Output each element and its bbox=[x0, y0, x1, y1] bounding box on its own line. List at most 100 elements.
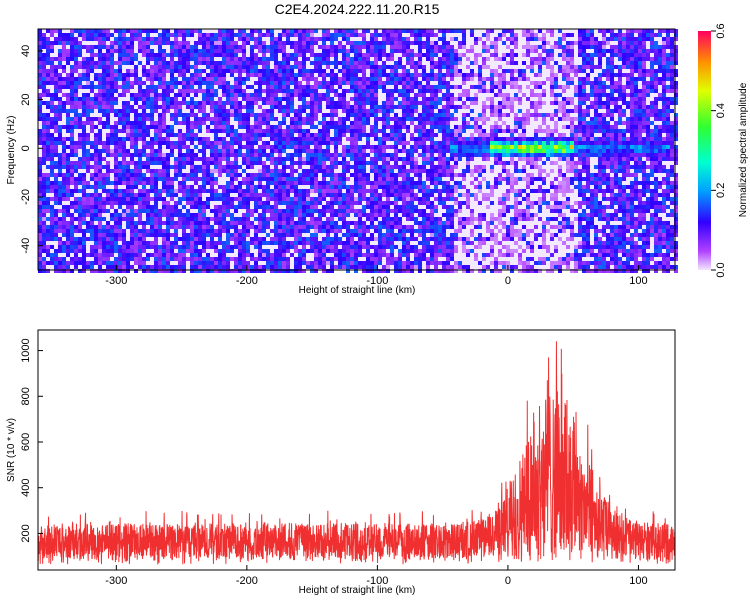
spectrogram-cell bbox=[294, 29, 298, 33]
spectrogram-cell bbox=[230, 101, 234, 105]
spectrogram-cell bbox=[174, 77, 178, 81]
spectrogram-cell bbox=[226, 33, 230, 37]
spectrogram-cell bbox=[426, 117, 430, 121]
spectrogram-cell bbox=[374, 41, 378, 45]
spectrogram-cell bbox=[298, 209, 302, 213]
spectrogram-cell bbox=[186, 149, 190, 153]
spectrogram-cell bbox=[266, 101, 270, 105]
spectrogram-cell bbox=[258, 253, 262, 257]
spectrogram-cell bbox=[54, 105, 58, 109]
spectrogram-cell bbox=[142, 101, 146, 105]
spectrogram-cell bbox=[386, 193, 390, 197]
spectrogram-cell bbox=[242, 93, 246, 97]
spectrogram-cell bbox=[58, 29, 62, 33]
spectrogram-cell bbox=[158, 261, 162, 265]
spectrogram-cell bbox=[170, 253, 174, 257]
spectrogram-cell bbox=[198, 117, 202, 121]
spectrogram-cell bbox=[94, 65, 98, 69]
spectrogram-cell bbox=[118, 49, 122, 53]
spectrogram-cell bbox=[78, 213, 82, 217]
spectrogram-cell bbox=[426, 113, 430, 117]
spectrogram-cell bbox=[298, 249, 302, 253]
spectrogram-cell bbox=[238, 217, 242, 221]
spectrogram-cell bbox=[386, 245, 390, 249]
spectrogram-cell bbox=[94, 237, 98, 241]
spectrogram-cell bbox=[230, 29, 234, 33]
spectrogram-cell bbox=[342, 105, 346, 109]
spectrogram-cell bbox=[270, 181, 274, 185]
spectrogram-cell bbox=[66, 33, 70, 37]
spectrogram-cell bbox=[346, 193, 350, 197]
spectrogram-cell bbox=[122, 49, 126, 53]
spectrogram-cell bbox=[242, 45, 246, 49]
spectrogram-cell bbox=[46, 253, 50, 257]
spectrogram-cell bbox=[154, 125, 158, 129]
spectrogram-cell bbox=[294, 45, 298, 49]
spectrogram-cell bbox=[250, 61, 254, 65]
spectrogram-cell bbox=[150, 89, 154, 93]
spectrogram-cell bbox=[206, 225, 210, 229]
spectrogram-cell bbox=[126, 189, 130, 193]
spectrogram-cell bbox=[314, 201, 318, 205]
spectrogram-cell bbox=[414, 129, 418, 133]
spectrogram-cell bbox=[230, 237, 234, 241]
spectrogram-cell bbox=[314, 41, 318, 45]
spectrogram-cell bbox=[242, 81, 246, 85]
spectrogram-cell bbox=[298, 93, 302, 97]
spectrogram-cell bbox=[350, 81, 354, 85]
spectrogram-cell bbox=[58, 81, 62, 85]
spectrogram-cell bbox=[322, 41, 326, 45]
spectrogram-cell bbox=[410, 137, 414, 141]
spectrogram-cell bbox=[386, 73, 390, 77]
spectrogram-cell bbox=[154, 129, 158, 133]
spectrogram-cell bbox=[230, 45, 234, 49]
spectrogram-cell bbox=[286, 217, 290, 221]
spectrogram-cell bbox=[42, 61, 46, 65]
spectrogram-cell bbox=[354, 69, 358, 73]
spectrogram-cell bbox=[138, 181, 142, 185]
spectrogram-cell bbox=[194, 105, 198, 109]
spectrogram-cell bbox=[310, 49, 314, 53]
spectrogram-cell bbox=[114, 173, 118, 177]
spectrogram-cell bbox=[134, 37, 138, 41]
spectrogram-cell bbox=[118, 169, 122, 173]
spectrogram-cell bbox=[422, 85, 426, 89]
spectrogram-cell bbox=[58, 181, 62, 185]
spectrogram-cell bbox=[306, 181, 310, 185]
spectrogram-cell bbox=[94, 153, 98, 157]
spectrogram-cell bbox=[266, 45, 270, 49]
spectrogram-cell bbox=[178, 153, 182, 157]
spectrogram-cell bbox=[54, 37, 58, 41]
spectrogram-cell bbox=[94, 117, 98, 121]
spectrogram-cell bbox=[86, 153, 90, 157]
spectrogram-cell bbox=[70, 193, 74, 197]
spectrogram-cell bbox=[206, 229, 210, 233]
spectrogram-cell bbox=[102, 77, 106, 81]
spectrogram-cell bbox=[342, 165, 346, 169]
spectrogram-cell bbox=[130, 193, 134, 197]
spectrogram-cell bbox=[154, 209, 158, 213]
spectrogram-cell bbox=[170, 149, 174, 153]
spectrogram-cell bbox=[182, 157, 186, 161]
spectrogram-cell bbox=[46, 173, 50, 177]
spectrogram-cell bbox=[270, 101, 274, 105]
spectrogram-cell bbox=[134, 201, 138, 205]
spectrogram-cell bbox=[430, 73, 434, 77]
spectrogram-cell bbox=[258, 257, 262, 261]
spectrogram-cell bbox=[366, 57, 370, 61]
spectrogram-cell bbox=[214, 181, 218, 185]
spectrogram-cell bbox=[94, 193, 98, 197]
spectrogram-cell bbox=[202, 145, 206, 149]
spectrogram-cell bbox=[114, 73, 118, 77]
spectrogram-cell bbox=[254, 177, 258, 181]
spectrogram-cell bbox=[130, 181, 134, 185]
spectrogram-cell bbox=[138, 205, 142, 209]
spectrogram-cell bbox=[226, 173, 230, 177]
spectrogram-cell bbox=[326, 61, 330, 65]
spectrogram-cell bbox=[290, 225, 294, 229]
spectrogram-cell bbox=[250, 177, 254, 181]
spectrogram-cell bbox=[274, 261, 278, 265]
spectrogram-cell bbox=[382, 113, 386, 117]
spectrogram-cell bbox=[78, 217, 82, 221]
spectrogram-cell bbox=[162, 157, 166, 161]
